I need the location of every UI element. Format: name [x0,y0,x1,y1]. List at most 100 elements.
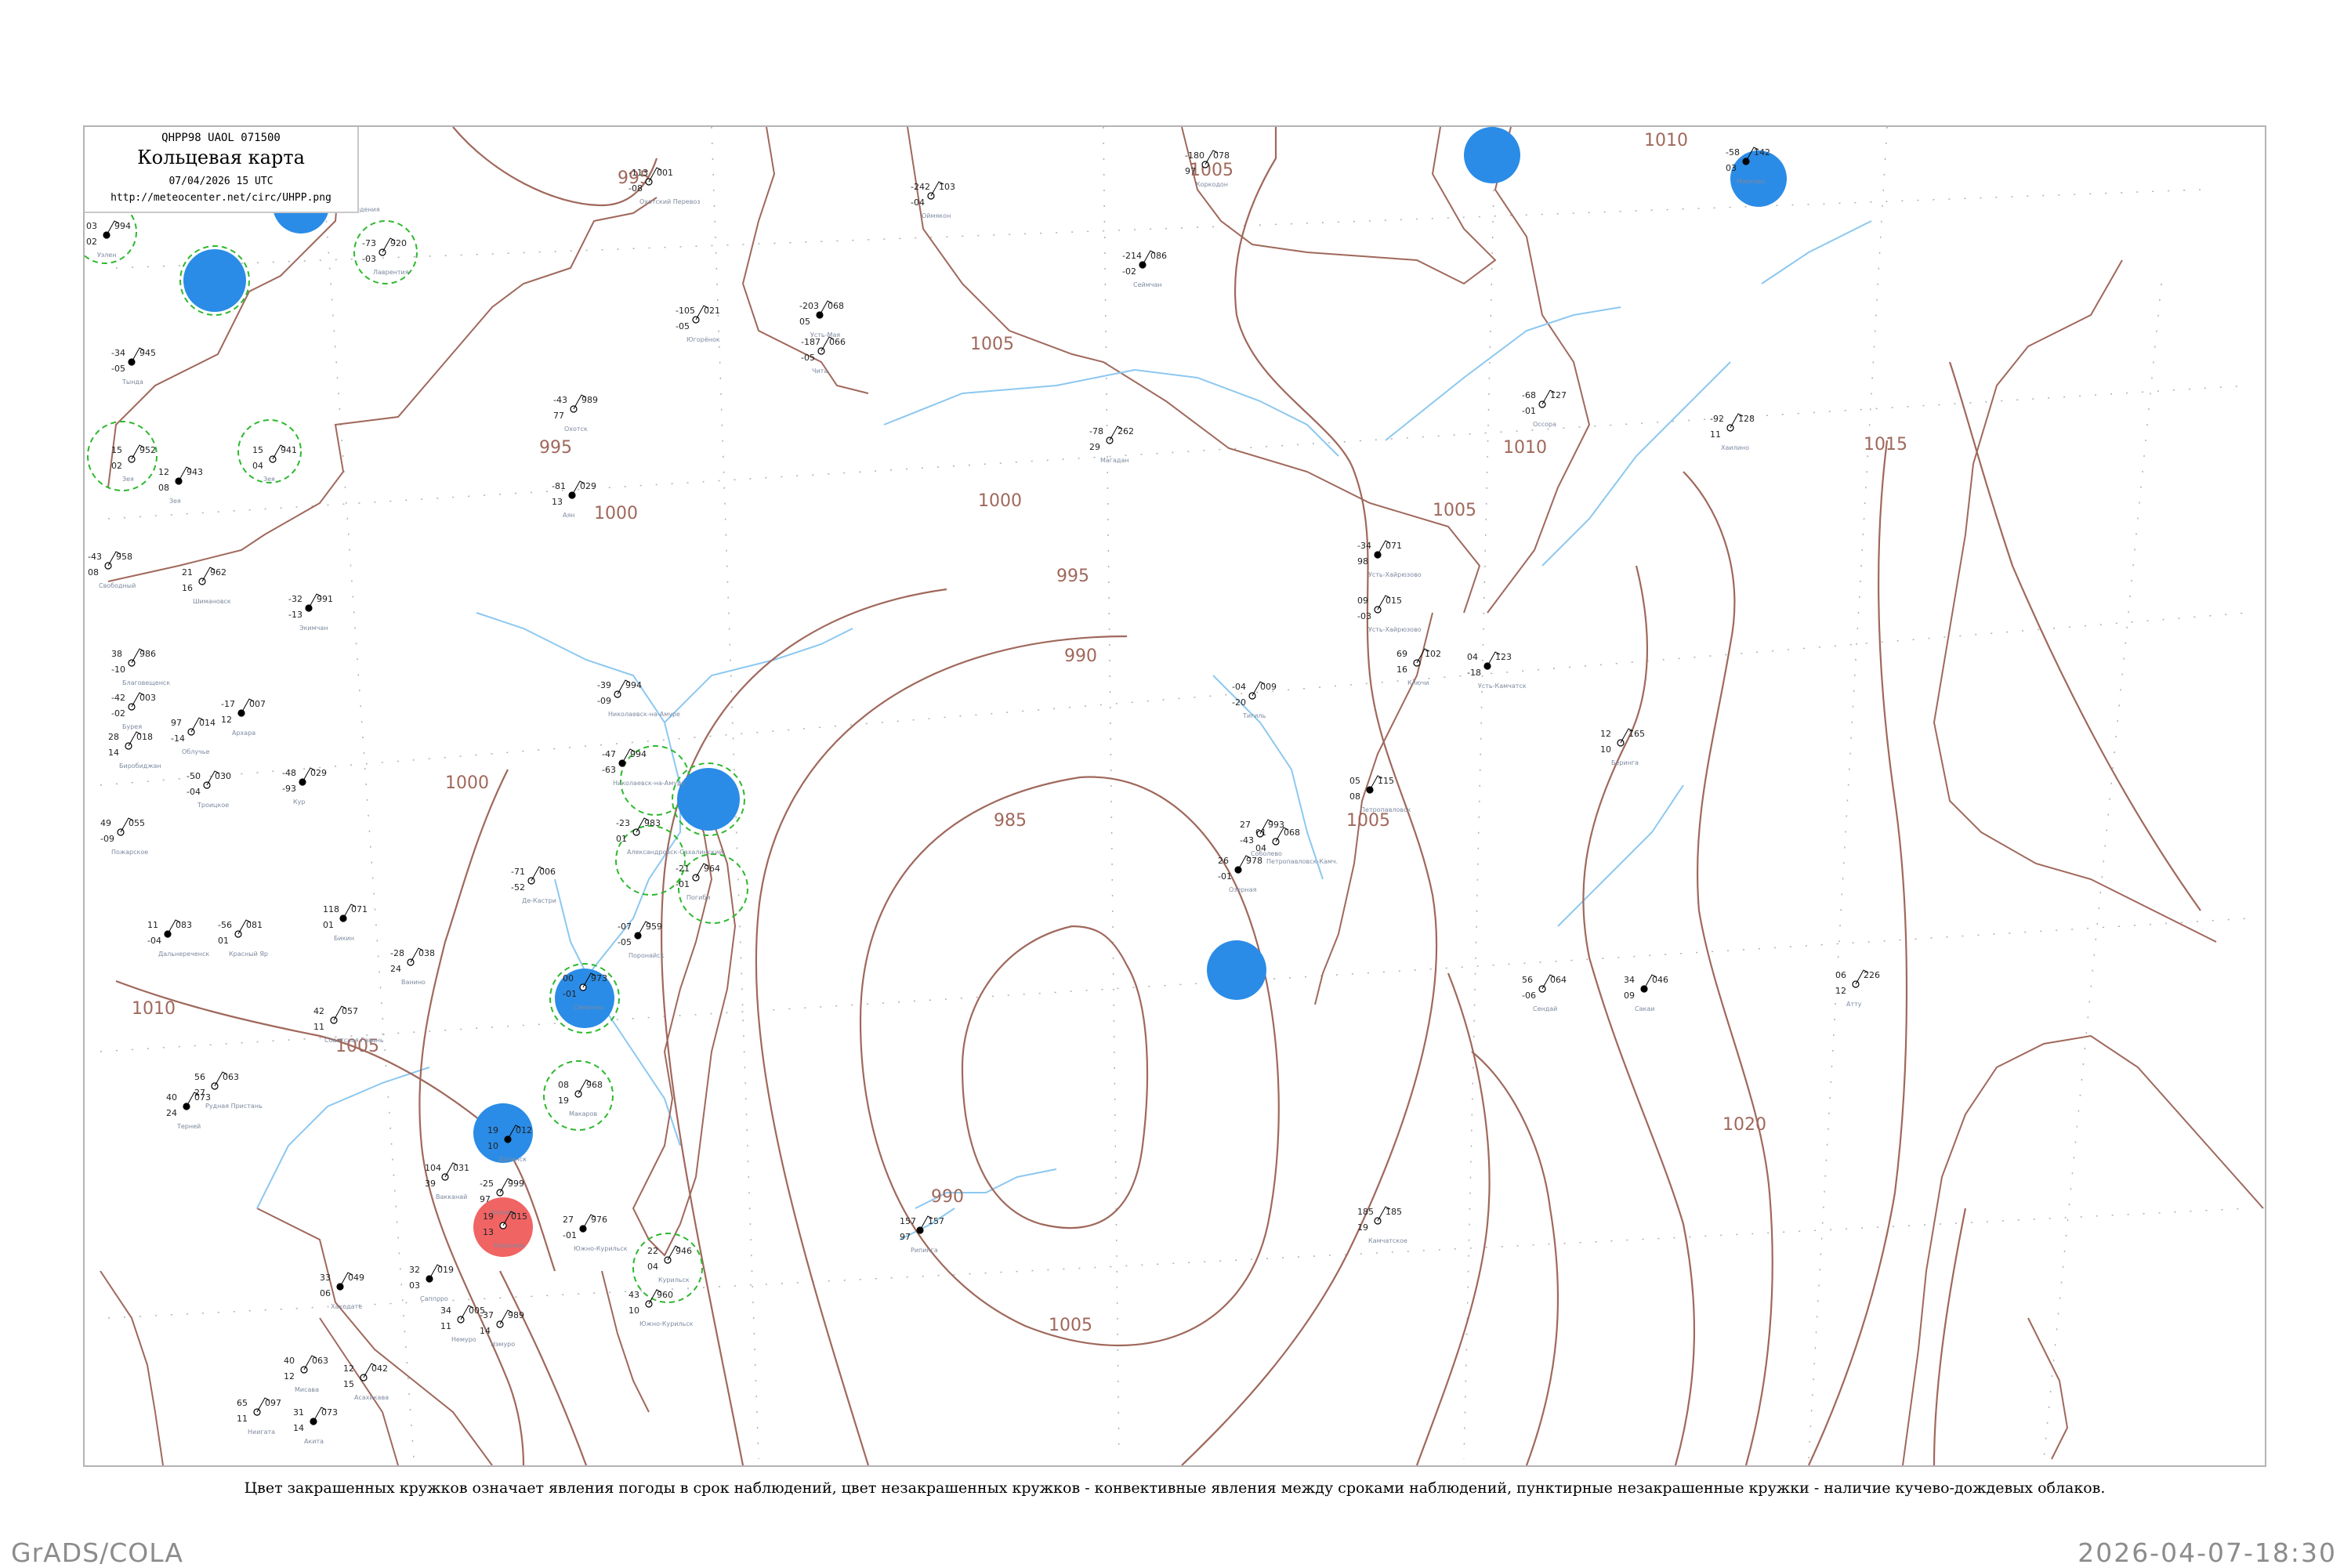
station-temperature: 19 [487,1125,498,1135]
wind-barb [131,692,145,708]
station-pressure: 962 [210,567,226,578]
station-name: Камчатское [1368,1237,1407,1244]
station-temperature: 05 [1349,776,1360,786]
station-dewpoint: -93 [282,784,296,794]
wind-barb [582,1214,596,1229]
cb-ring [632,1233,703,1303]
station-pressure: 920 [390,238,407,248]
isobar-labels: 1010 1005 995 995 1000 1005 1000 995 990… [132,131,1907,1335]
station-name: Хакодате [331,1303,362,1310]
station-pressure: 958 [116,552,132,562]
station-name: Саппоро [420,1295,448,1302]
station-name: Усть-Камчатск [1478,683,1527,690]
cb-ring [543,1060,614,1131]
station-dewpoint: 06 [320,1288,331,1298]
station-dewpoint: 98 [1357,556,1368,567]
station-temperature: -242 [911,182,930,192]
station-pressure: 994 [630,749,647,759]
station-name: Архара [232,730,255,737]
station-temperature: -180 [1185,150,1204,161]
isobar-label: 1010 [1644,131,1688,150]
wind-barb [1252,681,1266,697]
station-dewpoint: 39 [425,1179,436,1189]
station-pressure: 945 [139,348,156,358]
wind-barb [1643,974,1657,990]
wind-barb [1541,389,1556,405]
station-temperature: -73 [362,238,376,248]
station-name: Коркодон [1196,181,1228,188]
wind-barb [131,648,145,664]
station-dewpoint: 97 [480,1194,491,1204]
station-temperature: 97 [171,718,182,728]
station-pressure: 001 [657,168,673,178]
station-name: Уэлен [97,252,117,259]
station-temperature: -78 [1089,426,1103,436]
station-temperature: 38 [111,649,122,659]
station-temperature: -37 [480,1310,494,1320]
station-dewpoint: -02 [1122,266,1136,277]
wind-barb [186,1092,200,1107]
wind-barb [342,904,357,919]
station-dewpoint: -01 [563,1230,577,1240]
wind-barb [272,444,286,460]
station-name: Николаевск-на-Амуре [608,711,680,718]
station-name: Экимчан [299,625,328,632]
wind-barb [206,770,220,786]
station-pressure: 123 [1495,652,1512,662]
wind-barb [1142,250,1156,266]
station-temperature: -81 [552,481,566,491]
station-plot: 04 123 -18 Усть-Камчатск [1467,651,1527,690]
station-temperature: -43 [88,552,102,562]
station-name: Ниигата [248,1429,275,1436]
isobar-label: 995 [1056,567,1089,586]
station-temperature: -17 [221,699,235,709]
station-temperature: 21 [182,567,193,578]
station-pressure: 157 [928,1216,944,1226]
station-dewpoint: 01 [323,920,334,930]
station-plot: -214 086 -02 Сеймчан [1122,250,1167,288]
cb-ring [615,825,686,896]
station-pressure: 226 [1864,970,1880,980]
station-name: Советская Гавань [324,1037,384,1044]
station-temperature: -47 [602,749,616,759]
station-pressure: 999 [508,1179,524,1189]
station-pressure: 066 [829,337,846,347]
station-dewpoint: 27 [194,1088,205,1098]
wind-barb [308,593,322,609]
station-pressure: 073 [321,1407,338,1418]
station-name: Дальнереченск [158,951,209,958]
station-name: Бикин [334,935,354,942]
station-name: Чита [812,368,828,375]
weather-circles [85,127,1787,1303]
station-temperature: -203 [799,301,819,311]
station-dewpoint: 97 [1185,166,1196,176]
station-pressure: 086 [1150,251,1167,261]
station-temperature: 56 [1522,975,1533,985]
wind-barb [571,480,585,496]
station-plot: -187 066 -05 Чита [801,336,846,375]
station-pressure: 983 [644,818,661,828]
station-temperature: 31 [293,1407,304,1418]
isobar-label: 1005 [970,335,1014,354]
station-dewpoint: -14 [171,733,185,744]
wind-barb [237,919,252,935]
station-name: Петропавловск [1360,806,1411,813]
wind-barb [214,1071,228,1087]
station-pressure: 994 [114,221,131,231]
station-pressure: 049 [348,1273,364,1283]
station-pressure: 142 [1754,147,1770,158]
station-dewpoint: -05 [111,364,125,374]
wind-barb [201,567,216,582]
station-temperature: 42 [313,1006,324,1016]
station-plot: -242 103 -04 Оймякон [911,181,955,219]
station-pressure: 165 [1628,729,1645,739]
station-temperature: 11 [147,920,158,930]
source-url[interactable]: http://meteocenter.net/circ/UHPP.png [110,192,331,204]
